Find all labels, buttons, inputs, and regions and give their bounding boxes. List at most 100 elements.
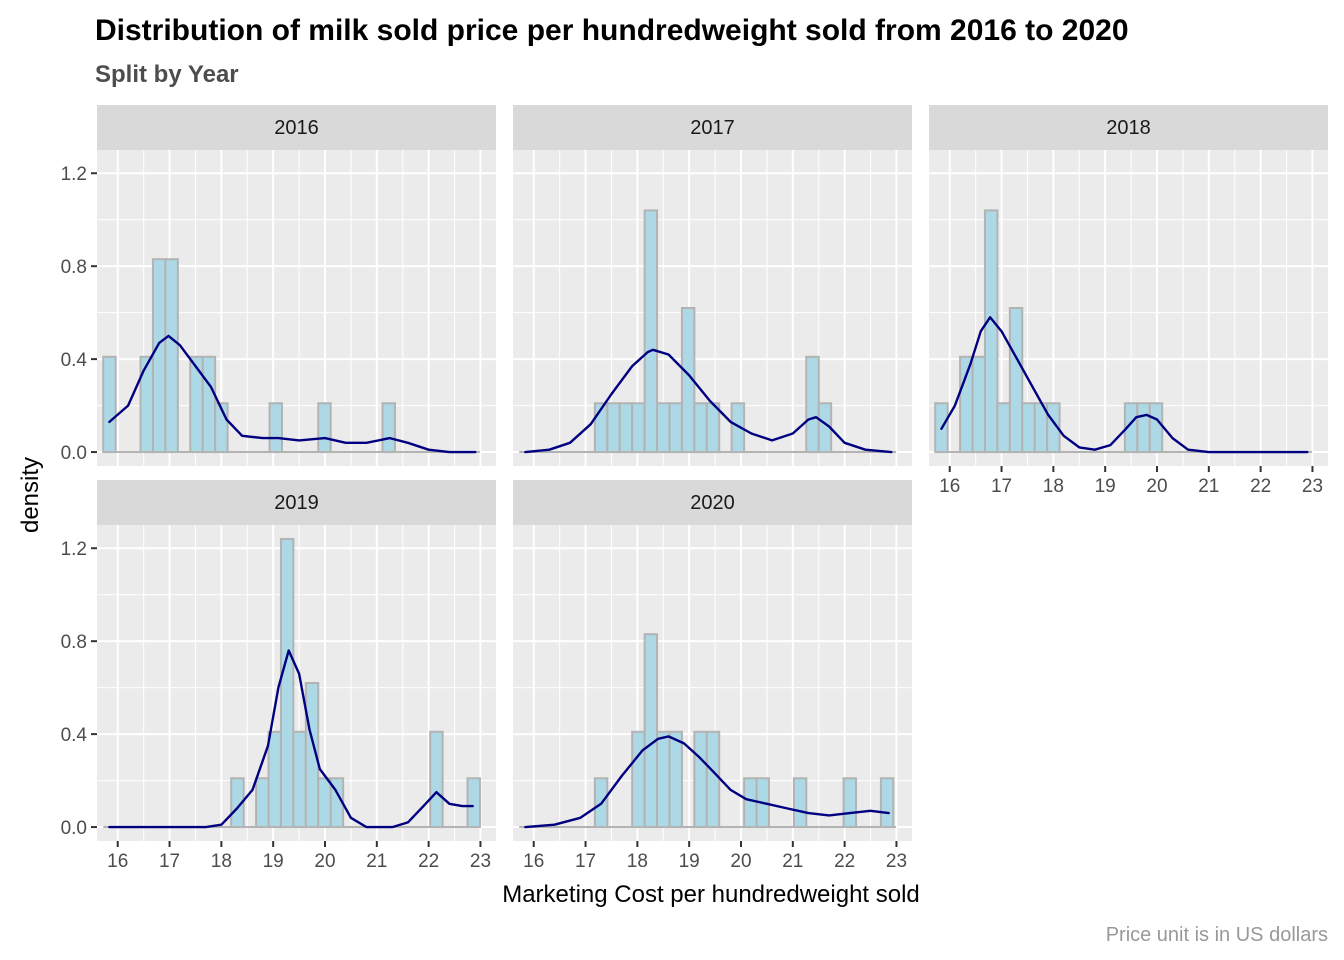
panel-2018-x-tick-label: 16	[939, 476, 960, 497]
panel-2018-histogram-bar	[1008, 307, 1024, 454]
panel-2018-x-tick-label: 19	[1095, 476, 1116, 497]
panel-2020-histogram-bar	[643, 633, 659, 829]
panel-2020-histogram-bar	[842, 777, 858, 829]
panel-2016-histogram-bar	[164, 258, 179, 454]
panel-2019-y-tick-label: 0.4	[61, 725, 88, 746]
x-axis-title: Marketing Cost per hundredweight sold	[502, 881, 920, 908]
panel-2018-histogram-bar	[1021, 402, 1036, 454]
panel-2018-x-tick-label: 20	[1146, 476, 1167, 497]
panel-2020-histogram-bar	[631, 730, 646, 829]
panel-2019-histogram-bar	[317, 777, 332, 829]
panel-2018-histogram-bar	[971, 355, 986, 454]
panel-2019-strip	[97, 480, 496, 525]
panel-2020-histogram-bar	[879, 777, 895, 829]
panel-2019-y-tick-label: 1.2	[61, 539, 87, 560]
panel-2016-density-curve	[108, 334, 477, 454]
panel-2020-histogram-bar	[792, 777, 808, 829]
panel-2016-histogram-bar	[151, 258, 167, 454]
panel-2016-y-tick-label: 1.2	[61, 164, 87, 185]
panel-2019-histogram-bar	[292, 730, 307, 829]
panel-2017-strip	[513, 105, 912, 150]
panel-2020-histogram-bar	[705, 730, 721, 829]
panel-2016-strip-label: 2016	[274, 117, 319, 139]
panel-2018-x-tick-label: 23	[1302, 476, 1323, 497]
chart-subtitle: Split by Year	[95, 61, 239, 88]
panel-2020-histogram-bar	[668, 730, 683, 829]
panel-2020-histogram-bar	[693, 730, 708, 829]
panel-2020-density-curve	[524, 735, 890, 829]
panel-2017-histogram-bar	[606, 402, 621, 454]
panel-2020-x-tick-label: 22	[834, 851, 855, 872]
y-axis-title: density	[17, 457, 44, 533]
panel-2017-histogram-bar	[643, 209, 659, 454]
panel-2016-histogram-bar	[201, 355, 217, 454]
panel-2017-histogram-bar	[618, 402, 634, 454]
panel-2020-histogram-bar	[656, 730, 671, 829]
panel-2018-histogram-bar	[959, 355, 974, 454]
panel-2020-x-tick-label: 16	[523, 851, 544, 872]
panel-2016-histogram-bar	[317, 402, 332, 454]
panel-2018-histogram-bar	[1046, 402, 1061, 454]
panel-2016-strip	[97, 105, 496, 150]
panel-2019-strip-label: 2019	[274, 492, 319, 514]
panel-2017-strip-label: 2017	[690, 117, 735, 139]
panel-2019-y-tick-label: 0.8	[61, 632, 87, 653]
panel-2016-histogram-bar	[189, 355, 204, 454]
chart-caption: Price unit is in US dollars	[1106, 924, 1328, 946]
panel-2019-histogram-bar	[230, 777, 245, 829]
panel-2019-histogram-bar	[255, 777, 270, 829]
panel-2019-histogram-bar	[304, 682, 320, 829]
panel-2017-histogram-bar	[656, 402, 671, 454]
panel-2018-histogram-bar	[983, 209, 999, 454]
panel-2020-x-tick-label: 23	[886, 851, 907, 872]
panel-2019-x-tick-label: 16	[107, 851, 128, 872]
panel-2020-histogram-bar	[743, 777, 758, 829]
panel-2020-x-tick-label: 18	[627, 851, 648, 872]
panel-2017-histogram-bar	[631, 402, 646, 454]
panel-2018-histogram-bar	[1148, 402, 1164, 454]
panel-2018-strip-label: 2018	[1106, 117, 1151, 139]
panel-2018-density-curve	[940, 316, 1309, 454]
panel-2019-histogram-bar	[466, 777, 481, 829]
panel-2017-histogram-bar	[705, 402, 721, 454]
panel-2019-x-tick-label: 20	[314, 851, 335, 872]
panel-2018-histogram-bar	[1136, 402, 1151, 454]
panel-2016-y-tick-label: 0.8	[61, 257, 87, 278]
panel-2018-x-tick-label: 22	[1250, 476, 1271, 497]
panel-2019-x-tick-label: 23	[470, 851, 491, 872]
panel-2020-x-tick-label: 20	[730, 851, 751, 872]
panel-2017-histogram-bar	[730, 402, 746, 454]
panel-2018-x-tick-label: 17	[991, 476, 1012, 497]
panel-2019-x-tick-label: 22	[418, 851, 439, 872]
panel-2020-x-tick-label: 19	[679, 851, 700, 872]
panel-2019-x-tick-label: 18	[211, 851, 232, 872]
panel-2018-x-tick-label: 21	[1198, 476, 1219, 497]
panel-2017-histogram-bar	[668, 402, 683, 454]
panel-2016-histogram-bar	[381, 402, 396, 454]
panel-2016-histogram-bar	[268, 402, 283, 454]
panel-2017-density-curve	[524, 348, 893, 454]
panel-2017-histogram-bar	[693, 402, 708, 454]
panel-2019-x-tick-label: 17	[159, 851, 180, 872]
chart-title: Distribution of milk sold price per hund…	[95, 14, 1129, 47]
panel-2016-histogram-bar	[102, 355, 117, 454]
panel-2019-x-tick-label: 19	[263, 851, 284, 872]
panel-2019-x-tick-label: 21	[366, 851, 387, 872]
panel-2017-histogram-bar	[805, 355, 820, 454]
panel-2020-strip-label: 2020	[690, 492, 735, 514]
panel-2018-histogram-bar	[996, 402, 1011, 454]
panel-2019-y-tick-label: 0.0	[61, 818, 87, 839]
panel-2019-histogram-bar	[429, 730, 444, 829]
panel-2018-strip	[929, 105, 1328, 150]
panel-2019-histogram-bar	[267, 730, 282, 829]
panel-2019-histogram-bar	[279, 537, 295, 829]
panel-2020-x-tick-label: 21	[782, 851, 803, 872]
panel-2019-density-curve	[108, 649, 474, 829]
panel-2020-strip	[513, 480, 912, 525]
panel-2018-x-tick-label: 18	[1043, 476, 1064, 497]
panel-2016-y-tick-label: 0.0	[61, 443, 87, 464]
panel-2016-y-tick-label: 0.4	[61, 350, 88, 371]
panel-2020-x-tick-label: 17	[575, 851, 596, 872]
